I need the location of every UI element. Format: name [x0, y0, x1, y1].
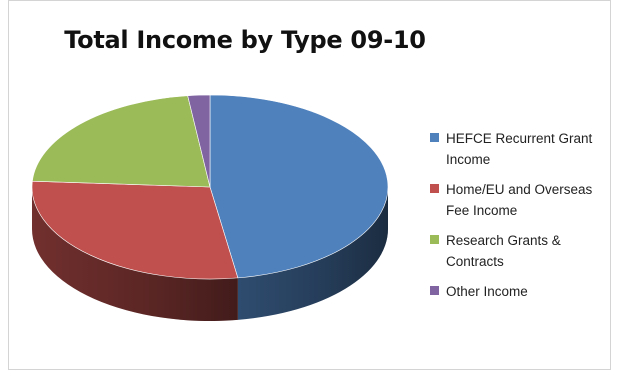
legend-label-research-line2: Contracts [446, 254, 504, 269]
legend-label-research-line1: Research Grants & [446, 233, 561, 248]
pie-slice-hefce [209, 94, 389, 279]
pie-side-shade-fee [32, 187, 238, 322]
legend-item-research: Research Grants & Contracts [430, 230, 610, 272]
pie-slice-other [187, 94, 211, 188]
legend-label-fee-line2: Fee Income [446, 203, 518, 218]
legend: HEFCE Recurrent Grant Income Home/EU and… [430, 128, 610, 311]
legend-item-other: Other Income [430, 281, 610, 302]
legend-label-fee-line1: Home/EU and Overseas [446, 182, 593, 197]
pie-slice-fee [31, 180, 239, 280]
pie-slice-research [32, 95, 211, 188]
chart-title: Total Income by Type 09-10 [64, 26, 426, 54]
legend-item-fee: Home/EU and Overseas Fee Income [430, 179, 610, 221]
legend-label-hefce-line1: HEFCE Recurrent Grant [446, 131, 593, 146]
legend-swatch-research [430, 235, 439, 244]
legend-label-other-line1: Other Income [446, 284, 528, 299]
legend-swatch-other [430, 286, 439, 295]
legend-swatch-fee [430, 184, 439, 193]
legend-swatch-hefce [430, 133, 439, 142]
pie-side-shade-hefce [237, 187, 388, 320]
legend-item-hefce: HEFCE Recurrent Grant Income [430, 128, 610, 170]
legend-label-hefce-line2: Income [446, 152, 491, 167]
